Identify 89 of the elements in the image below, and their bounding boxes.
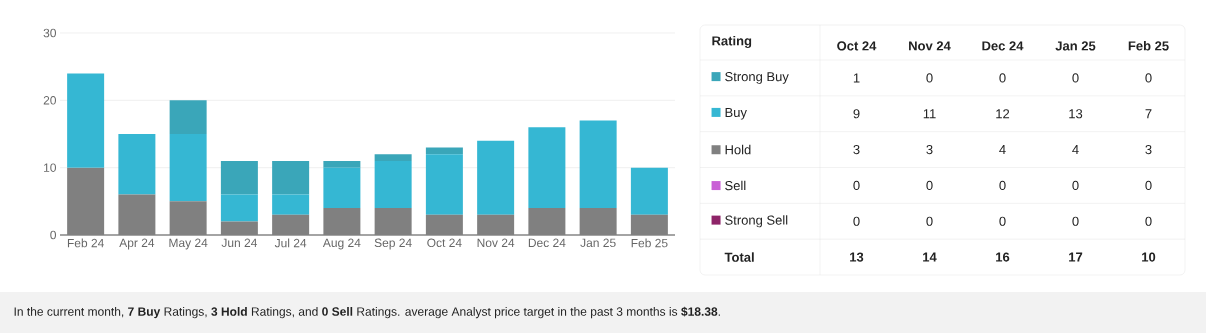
data-label: 3 [926, 144, 933, 155]
x-tick-label: Jul 24 [274, 238, 307, 248]
bar [528, 127, 566, 209]
x-tick-label: Feb 25 [1128, 40, 1169, 51]
x-tick-label: Feb 24 [67, 238, 104, 248]
bar [118, 134, 156, 195]
data-label: 3 [1145, 144, 1152, 155]
bar [169, 100, 207, 134]
bar [425, 214, 463, 235]
x-tick-label: Oct 24 [427, 238, 462, 248]
x-tick-label: Apr 24 [119, 238, 155, 250]
bar [425, 154, 463, 215]
data-label: 14 [923, 252, 937, 262]
data-label: 0 [853, 180, 860, 191]
data-label: 4 [999, 145, 1006, 155]
x-tick-label: Nov 24 [477, 238, 515, 248]
x-tick-label: May 24 [169, 238, 208, 250]
y-tick-label: Strong Buy [725, 72, 789, 84]
x-tick-label: Oct 24 [837, 41, 877, 51]
y-tick-label: Hold [725, 144, 751, 155]
bar [323, 208, 361, 235]
x-tick-label: Aug 24 [322, 238, 361, 250]
data-label: 10 [1142, 252, 1156, 262]
bar [477, 214, 515, 235]
bar [118, 194, 156, 235]
x-tick-label: Jan 25 [580, 238, 616, 248]
x-tick-label: Nov 24 [909, 41, 951, 51]
bar [528, 208, 566, 235]
bar [579, 120, 617, 209]
bar [374, 160, 412, 209]
data-label: 11 [923, 109, 936, 119]
data-label: 1 [853, 73, 860, 83]
bar [272, 194, 310, 215]
bar [169, 201, 207, 235]
bar [477, 140, 515, 215]
bar [67, 73, 105, 168]
bar [374, 154, 412, 161]
data-label: 0 [999, 180, 1006, 191]
bar [323, 167, 361, 209]
bar [374, 208, 412, 235]
bar [220, 194, 258, 222]
y-tick-label: Strong Sell [725, 215, 788, 228]
y-tick-label: Buy [725, 107, 747, 120]
bar [579, 208, 617, 235]
data-label: 0 [1145, 73, 1152, 83]
data-label: 0 [999, 216, 1006, 226]
data-label: 3 [853, 144, 860, 155]
y-tick-label: 30 [43, 28, 57, 38]
x-tick-label: Dec 24 [982, 41, 1024, 51]
bar [67, 167, 105, 235]
bar [169, 134, 207, 202]
y-tick-label: 0 [50, 230, 57, 240]
bar [323, 160, 361, 168]
data-label: 9 [853, 109, 860, 119]
data-label: 0 [1145, 216, 1152, 226]
data-label: 12 [996, 109, 1010, 119]
x-tick-label: Jan 25 [1055, 41, 1096, 51]
x-tick-label: Sep 24 [374, 238, 412, 250]
y-tick-label: 20 [43, 96, 57, 105]
y-axis-title: Rating [712, 35, 752, 49]
data-label: 0 [1145, 180, 1152, 191]
data-label: 0 [1072, 180, 1079, 191]
y-tick-label: Total [724, 252, 754, 262]
data-label: 0 [926, 180, 933, 191]
y-tick-label: Sell [725, 180, 746, 191]
data-label: 0 [1072, 216, 1079, 226]
bar [220, 160, 258, 195]
data-label: 13 [1069, 109, 1083, 119]
data-label: 0 [999, 73, 1006, 83]
data-label: 16 [996, 252, 1010, 262]
bar [220, 221, 258, 235]
x-tick-label: Dec 24 [528, 238, 566, 248]
data-label: 7 [1145, 109, 1152, 119]
text: In the current month, 7 Buy Ratings, 3 Hold Ratings, and 0 Sell Ratings. average Analyst price target in the past 3 months is $18.38. [14, 306, 720, 319]
data-label: 0 [853, 216, 860, 226]
data-label: 17 [1069, 252, 1083, 262]
data-label: 0 [1072, 73, 1079, 83]
data-label: 4 [1072, 145, 1079, 155]
bar [272, 160, 310, 195]
data-label: 0 [926, 216, 933, 226]
data-label: 0 [926, 73, 933, 83]
y-tick-label: 10 [44, 163, 57, 172]
bar [630, 214, 668, 235]
x-tick-label: Jun 24 [221, 238, 258, 248]
bar [272, 214, 310, 235]
bar [630, 167, 668, 215]
x-tick-label: Feb 25 [631, 238, 668, 248]
bar [425, 147, 463, 155]
data-label: 13 [850, 252, 864, 262]
